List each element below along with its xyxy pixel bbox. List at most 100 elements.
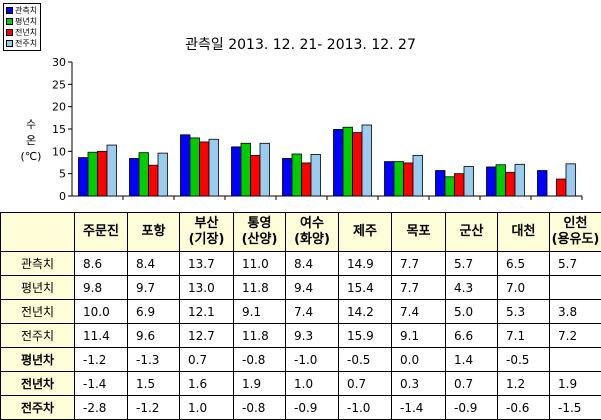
table-cell: -0.8 [234, 348, 286, 372]
table-cell: 0.3 [392, 372, 446, 396]
table-cell [550, 348, 601, 372]
bar [515, 164, 525, 196]
y-tick-label: 20 [52, 101, 66, 114]
table-cell: -1.2 [75, 348, 128, 372]
column-header-line: (기장) [180, 232, 233, 248]
bar [464, 167, 474, 196]
column-header: 포항 [128, 213, 180, 252]
table-cell: 1.4 [446, 348, 498, 372]
table-cell: 5.3 [498, 300, 550, 324]
column-header-line: 주문진 [75, 224, 127, 240]
column-header: 대천 [498, 213, 550, 252]
table-cell: 7.1 [498, 324, 550, 348]
bar [362, 125, 372, 196]
bar [353, 133, 363, 196]
table-cell: -1.4 [75, 372, 128, 396]
table-cell: 0.0 [392, 348, 446, 372]
bar [413, 155, 423, 196]
y-tick-label: 25 [52, 78, 66, 91]
bar [404, 163, 414, 196]
column-header-line: (산양) [234, 232, 285, 248]
table-cell: -0.5 [498, 348, 550, 372]
table-cell: 1.6 [180, 372, 234, 396]
column-header-line: (화양) [286, 232, 338, 248]
bar [538, 171, 548, 196]
column-header: 부산(기장) [180, 213, 234, 252]
table-cell: 11.0 [234, 252, 286, 276]
legend-item: 평년치 [6, 16, 38, 27]
y-tick-label: 10 [52, 145, 66, 158]
table-cell: 7.0 [498, 276, 550, 300]
table-cell: 14.9 [339, 252, 392, 276]
bar [107, 145, 117, 196]
table-cell: 0.7 [446, 372, 498, 396]
column-header: 인천(용유도) [550, 213, 601, 252]
column-header: 여수(화양) [286, 213, 339, 252]
table-cell: -1.4 [392, 396, 446, 420]
table-cell: 12.7 [180, 324, 234, 348]
table-cell: 5.7 [550, 252, 601, 276]
table-cell: 6.6 [446, 324, 498, 348]
table-cell: 4.3 [446, 276, 498, 300]
table-cell: -2.8 [75, 396, 128, 420]
bar [260, 143, 270, 196]
table-cell: 9.7 [128, 276, 180, 300]
table-cell: 11.4 [75, 324, 128, 348]
table-cell: 13.7 [180, 252, 234, 276]
table-cell: 9.8 [75, 276, 128, 300]
table-cell: 8.6 [75, 252, 128, 276]
legend-label: 관측치 [15, 5, 37, 16]
table-cell: 13.0 [180, 276, 234, 300]
bar [566, 164, 576, 196]
column-header: 제주 [339, 213, 392, 252]
table-cell: 1.9 [550, 372, 601, 396]
bar [557, 179, 567, 196]
bar [496, 165, 506, 196]
table-cell: 7.7 [392, 252, 446, 276]
table-cell: 0.7 [339, 372, 392, 396]
bar [241, 143, 251, 196]
table-cell: 15.4 [339, 276, 392, 300]
bar [487, 167, 497, 196]
table-cell: 8.4 [128, 252, 180, 276]
bar [455, 174, 465, 196]
table-cell [550, 276, 601, 300]
row-label: 전주치 [1, 324, 75, 348]
table-cell: 5.0 [446, 300, 498, 324]
table-cell: -1.5 [550, 396, 601, 420]
bar [158, 153, 168, 196]
row-label: 전년차 [1, 372, 75, 396]
table-cell: -1.0 [286, 348, 339, 372]
table-cell: 6.9 [128, 300, 180, 324]
bar [251, 155, 261, 196]
bar [506, 172, 516, 196]
column-header-line: 대천 [498, 224, 549, 240]
y-axis-label-char: 온 [20, 133, 42, 149]
y-axis-label-char: 수 [20, 117, 42, 133]
bar [385, 162, 395, 196]
column-header-line: 목포 [392, 224, 445, 240]
table-cell: -1.0 [339, 396, 392, 420]
bar [436, 171, 446, 196]
table-cell: 5.7 [446, 252, 498, 276]
bar [334, 129, 344, 196]
table-cell: -0.9 [286, 396, 339, 420]
bar [292, 154, 302, 196]
bar [88, 152, 98, 196]
y-tick-label: 15 [52, 123, 66, 136]
table-cell: 12.1 [180, 300, 234, 324]
column-header-line: 포항 [128, 224, 179, 240]
y-axis-label-char: (℃) [20, 149, 42, 165]
column-header-line: 군산 [446, 224, 497, 240]
column-header-line: 여수 [286, 216, 338, 232]
column-header-line: (용유도) [550, 232, 601, 248]
table-cell: 9.6 [128, 324, 180, 348]
table-cell: 1.0 [286, 372, 339, 396]
table-cell: -1.3 [128, 348, 180, 372]
